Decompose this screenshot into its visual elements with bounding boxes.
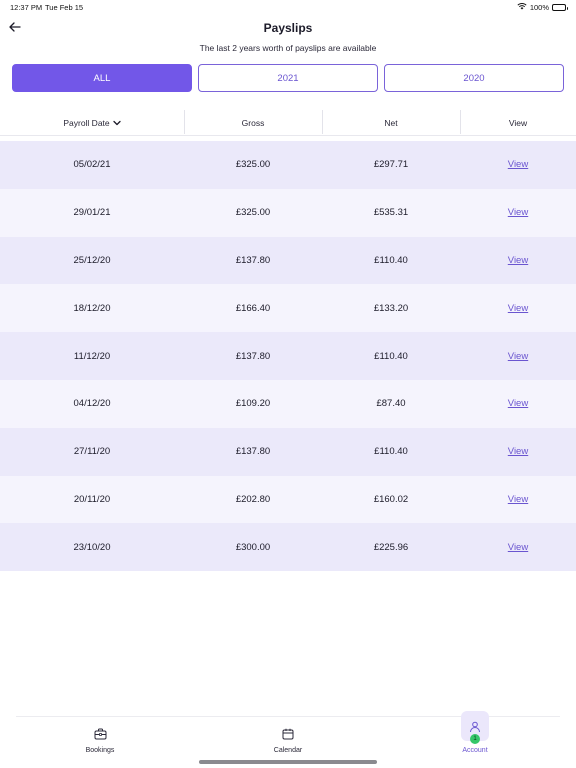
tab-label: Account xyxy=(462,747,488,754)
view-payslip-link[interactable]: View xyxy=(507,207,529,219)
view-payslip-link[interactable]: View xyxy=(507,302,529,314)
payroll-date-cell: 25/12/20 xyxy=(73,254,111,266)
gross-cell: £300.00 xyxy=(235,541,271,553)
person-icon xyxy=(469,720,481,734)
home-indicator xyxy=(199,760,377,764)
net-cell: £133.20 xyxy=(373,302,409,314)
gross-cell: £137.80 xyxy=(235,350,271,362)
gross-cell: £202.80 xyxy=(235,493,271,505)
year-filter-tabs: ALL 2021 2020 xyxy=(12,64,564,92)
briefcase-icon xyxy=(94,727,107,741)
payslip-table: 05/02/21 £325.00 £297.71 View 29/01/21 £… xyxy=(0,141,576,572)
gross-cell: £137.80 xyxy=(235,446,271,458)
view-payslip-link[interactable]: View xyxy=(507,159,529,171)
view-payslip-link[interactable]: View xyxy=(507,446,529,458)
table-row: 23/10/20 £300.00 £225.96 View xyxy=(0,523,576,572)
status-time: 12:37 PM xyxy=(10,3,43,12)
tab-bookings[interactable]: Bookings xyxy=(70,717,130,761)
wifi-icon xyxy=(517,2,527,12)
column-header-payroll-date[interactable]: Payroll Date xyxy=(0,110,184,136)
net-cell: £110.40 xyxy=(374,254,408,266)
table-row: 04/12/20 £109.20 £87.40 View xyxy=(0,379,576,428)
tab-label: Bookings xyxy=(85,747,115,754)
status-right: 100% xyxy=(517,2,568,12)
net-cell: £110.40 xyxy=(374,350,408,362)
tab-calendar[interactable]: Calendar xyxy=(258,717,318,761)
payroll-date-cell: 29/01/21 xyxy=(73,207,111,219)
view-payslip-link[interactable]: View xyxy=(507,254,529,266)
column-header-label: Payroll Date xyxy=(63,118,110,128)
table-header: Payroll Date Gross Net View xyxy=(0,110,576,136)
column-header-view: View xyxy=(460,110,576,136)
table-row: 25/12/20 £137.80 £110.40 View xyxy=(0,236,576,285)
gross-cell: £325.00 xyxy=(235,159,271,171)
bottom-tab-bar: Bookings Calendar 1 Account xyxy=(16,711,560,761)
notification-badge: 1 xyxy=(470,734,480,744)
table-row: 18/12/20 £166.40 £133.20 View xyxy=(0,284,576,333)
column-header-net: Net xyxy=(322,110,460,136)
page-subtitle: The last 2 years worth of payslips are a… xyxy=(199,43,377,53)
status-bar: 12:37 PM Tue Feb 15 100% xyxy=(0,0,576,14)
arrow-left-icon xyxy=(9,22,21,32)
net-cell: £225.96 xyxy=(373,541,409,553)
payroll-date-cell: 05/02/21 xyxy=(73,159,111,171)
tab-account[interactable]: 1 Account xyxy=(445,711,505,761)
table-row: 05/02/21 £325.00 £297.71 View xyxy=(0,141,576,189)
table-row: 11/12/20 £137.80 £110.40 View xyxy=(0,332,576,380)
page-title: Payslips xyxy=(263,21,313,35)
net-cell: £87.40 xyxy=(376,398,406,410)
payroll-date-cell: 20/11/20 xyxy=(73,493,111,505)
filter-tab-all[interactable]: ALL xyxy=(12,64,192,92)
gross-cell: £325.00 xyxy=(235,207,271,219)
net-cell: £297.71 xyxy=(373,159,409,171)
calendar-icon xyxy=(282,727,294,741)
gross-cell: £166.40 xyxy=(235,302,271,314)
table-row: 29/01/21 £325.00 £535.31 View xyxy=(0,188,576,237)
payroll-date-cell: 23/10/20 xyxy=(73,541,111,553)
payroll-date-cell: 18/12/20 xyxy=(73,302,111,314)
view-payslip-link[interactable]: View xyxy=(507,350,529,362)
payroll-date-cell: 27/11/20 xyxy=(73,446,111,458)
payroll-date-cell: 11/12/20 xyxy=(73,350,111,362)
battery-icon xyxy=(552,3,568,11)
tab-label: Calendar xyxy=(273,747,303,754)
view-payslip-link[interactable]: View xyxy=(507,541,529,553)
payroll-date-cell: 04/12/20 xyxy=(73,398,111,410)
net-cell: £535.31 xyxy=(373,207,409,219)
net-cell: £110.40 xyxy=(374,446,408,458)
gross-cell: £137.80 xyxy=(235,254,271,266)
back-button[interactable] xyxy=(6,18,24,36)
table-row: 20/11/20 £202.80 £160.02 View xyxy=(0,475,576,524)
gross-cell: £109.20 xyxy=(235,398,271,410)
status-date: Tue Feb 15 xyxy=(45,3,84,12)
filter-tab-2020[interactable]: 2020 xyxy=(384,64,564,92)
column-header-gross: Gross xyxy=(184,110,322,136)
battery-percent: 100% xyxy=(529,2,549,12)
chevron-down-icon xyxy=(113,120,121,126)
net-cell: £160.02 xyxy=(373,493,409,505)
view-payslip-link[interactable]: View xyxy=(507,398,529,410)
view-payslip-link[interactable]: View xyxy=(507,493,529,505)
table-row: 27/11/20 £137.80 £110.40 View xyxy=(0,427,576,476)
filter-tab-2021[interactable]: 2021 xyxy=(198,64,378,92)
